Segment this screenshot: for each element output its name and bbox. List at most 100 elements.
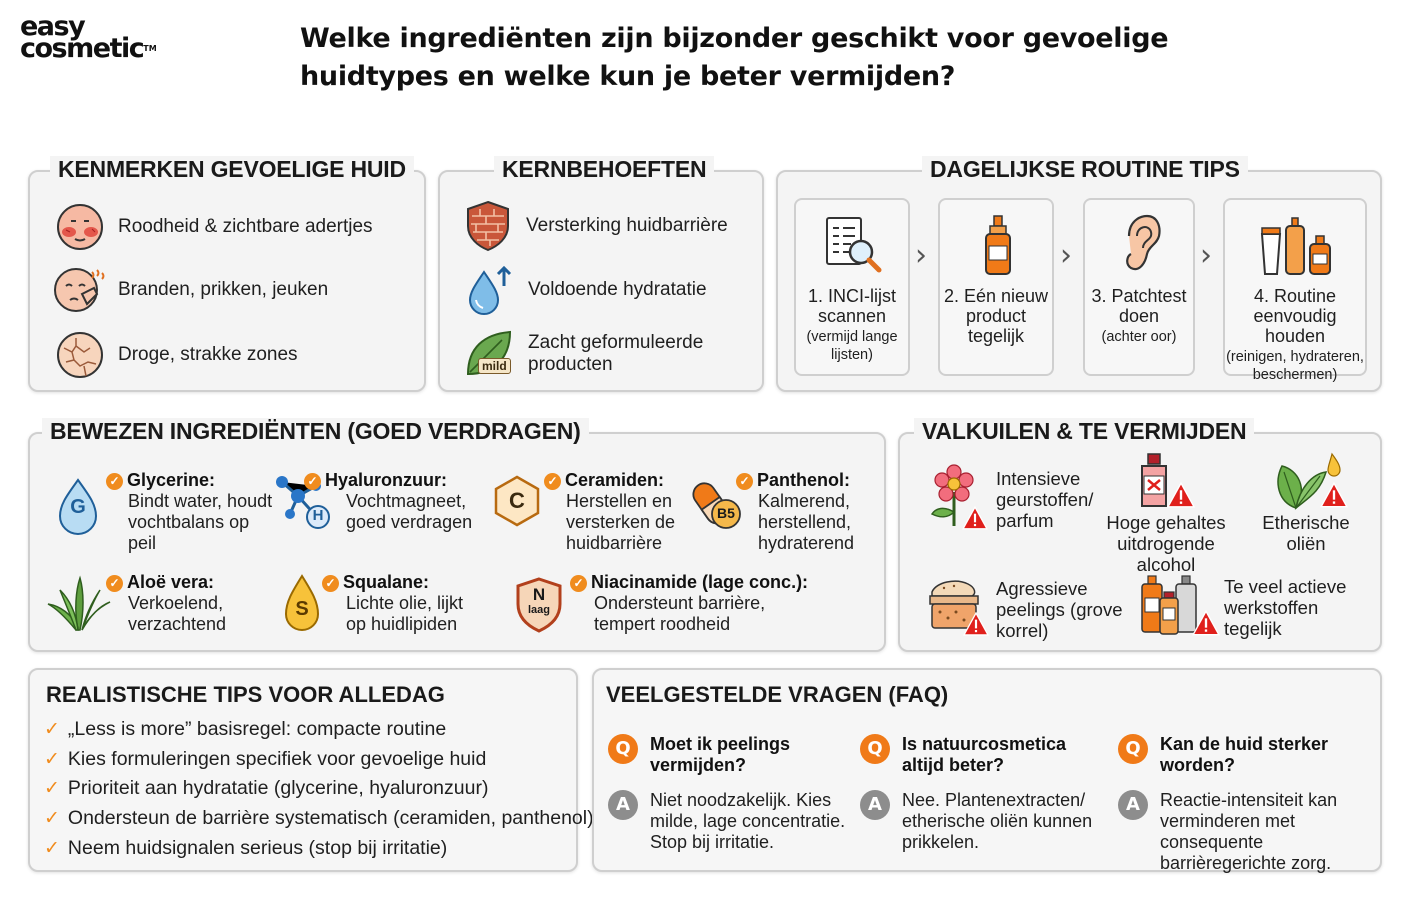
answer-icon: A bbox=[1118, 790, 1148, 820]
kenmerken-label: Branden, prikken, jeuken bbox=[118, 279, 329, 300]
faq-item: Q Is natuurcosmetica altijd beter? A Nee. … bbox=[860, 734, 1106, 853]
chevron-right-icon: › bbox=[1200, 238, 1212, 273]
chevron-right-icon: › bbox=[915, 238, 927, 273]
routine-step-sub: (reinigen, hydrateren, beschermen) bbox=[1226, 349, 1364, 383]
tips-title: REALISTISCHE TIPS VOOR ALLEDAG bbox=[46, 682, 445, 707]
kenmerken-label: Roodheid & zichtbare adertjes bbox=[118, 216, 373, 237]
niacinamide-badge-low: laag bbox=[527, 604, 550, 616]
ingredient-name: Glycerine: bbox=[127, 470, 216, 490]
niacinamide-shield-icon: N laag bbox=[514, 576, 564, 634]
kernbehoeften-title: KERNBEHOEFTEN bbox=[494, 156, 715, 183]
kernbehoeften-item-hydration: Voldoende hydratatie bbox=[464, 264, 707, 316]
routine-step-sub: (vermijd lange lijsten) bbox=[806, 329, 898, 363]
tip-text: Neem huidsignalen serieus (stop bij irri… bbox=[67, 837, 448, 859]
kenmerken-title: KENMERKEN GEVOELIGE HUID bbox=[50, 156, 414, 183]
routine-step-2: 2. Eén nieuw product tegelijk bbox=[938, 198, 1054, 376]
valkuil-label: Agressieve peelings (grove korrel) bbox=[996, 578, 1123, 641]
kernbehoeften-label: Versterking huidbarrière bbox=[526, 215, 728, 236]
question-icon: Q bbox=[608, 734, 638, 764]
chevron-right-icon: › bbox=[1060, 238, 1072, 273]
panthenol-badge: B5 bbox=[717, 505, 735, 521]
routine-step-label: 2. Eén nieuw product tegelijk bbox=[943, 286, 1049, 346]
brick-shield-icon bbox=[467, 200, 509, 252]
check-icon: ✓ bbox=[322, 575, 339, 592]
faq-item: Q Kan de huid sterker worden? A Reactie-in… bbox=[1118, 734, 1378, 874]
tip-item: ✓ Kies formuleringen specifiek voor gevoe… bbox=[44, 748, 486, 771]
faq-question: Is natuurcosmetica altijd beter? bbox=[902, 734, 1067, 775]
water-drop-icon bbox=[468, 265, 512, 315]
ceramide-badge: C bbox=[509, 488, 525, 513]
ingredient-name: Panthenol: bbox=[757, 470, 850, 490]
brand-logo: easy cosmeticTM bbox=[20, 13, 190, 62]
bewezen-panel bbox=[28, 432, 886, 652]
ingredient-name: Hyaluronzuur: bbox=[325, 470, 448, 490]
ingredient-desc: Kalmerend, herstellend, hydraterend bbox=[758, 491, 855, 553]
logo-tm: TM bbox=[143, 44, 157, 53]
check-icon: ✓ bbox=[544, 473, 561, 490]
faq-item: Q Moet ik peelings vermijden? A Niet noodz… bbox=[608, 734, 854, 853]
routine-title: DAGELIJKSE ROUTINE TIPS bbox=[922, 156, 1248, 183]
itchy-face-icon bbox=[54, 268, 105, 312]
faq-question: Kan de huid sterker worden? bbox=[1160, 734, 1329, 775]
faq-title: VEELGESTELDE VRAGEN (FAQ) bbox=[606, 682, 949, 707]
check-icon: ✓ bbox=[106, 473, 123, 490]
many-bottles-warning-icon bbox=[1141, 575, 1220, 636]
ingredient-name: Squalane: bbox=[343, 572, 430, 592]
ingredient-name: Niacinamide (lage conc.): bbox=[591, 572, 809, 592]
valkuilen-panel bbox=[898, 432, 1382, 652]
hyaluron-badge: H bbox=[312, 507, 324, 524]
ingredient-desc: Lichte olie, lijkt op huidlipiden bbox=[346, 593, 464, 634]
kernbehoeften-label: Voldoende hydratatie bbox=[528, 279, 707, 300]
leaves-warning-icon bbox=[1277, 452, 1348, 510]
checkmark-icon: ✓ bbox=[44, 718, 60, 740]
checkmark-icon: ✓ bbox=[44, 807, 60, 829]
logo-line2: cosmetic bbox=[20, 33, 145, 64]
checkmark-icon: ✓ bbox=[44, 748, 60, 770]
faq-answer: Reactie-intensiteit kan verminderen met … bbox=[1160, 790, 1338, 873]
tip-item: ✓ „Less is more” basisregel: compacte rou… bbox=[44, 718, 446, 741]
kernbehoeften-label: Zacht geformuleerde producten bbox=[528, 332, 704, 375]
routine-step-label: 4. Routine eenvoudig houden bbox=[1253, 286, 1337, 346]
faq-panel bbox=[592, 668, 1382, 872]
glycerine-drop-icon: G bbox=[56, 476, 100, 536]
routine-step-label: 1. INCI-lijst scannen bbox=[807, 286, 896, 326]
valkuil-label: Etherische oliën bbox=[1262, 512, 1350, 554]
ingredient-name: Ceramiden: bbox=[565, 470, 665, 490]
kenmerken-item-redness: Roodheid & zichtbare adertjes bbox=[54, 202, 373, 252]
tip-text: Kies formuleringen specifiek voor gevoel… bbox=[67, 748, 487, 770]
ingredient-desc: Bindt water, houdt vochtbalans op peil bbox=[128, 491, 273, 553]
tip-text: Prioriteit aan hydratatie (glycerine, hy… bbox=[67, 777, 489, 799]
check-icon: ✓ bbox=[304, 473, 321, 490]
ingredient-desc: Ondersteunt barrière, tempert roodheid bbox=[594, 593, 766, 634]
magnifier-list-icon bbox=[826, 217, 882, 273]
faq-question: Moet ik peelings vermijden? bbox=[650, 734, 791, 775]
kenmerken-item-dry: Droge, strakke zones bbox=[54, 330, 298, 380]
routine-step-3: 3. Patchtest doen (achter oor) bbox=[1083, 198, 1195, 376]
squalane-badge: S bbox=[295, 598, 309, 620]
routine-step-label: 3. Patchtest doen bbox=[1091, 286, 1187, 326]
ingredient-desc: Herstellen en versterken de huidbarrière bbox=[566, 491, 676, 553]
routine-step-sub: (achter oor) bbox=[1101, 329, 1177, 345]
tips-panel bbox=[28, 668, 578, 872]
valkuil-label: Intensieve geurstoffen/ parfum bbox=[996, 468, 1094, 531]
alcohol-bottle-warning-icon bbox=[1141, 453, 1195, 508]
aloe-icon bbox=[47, 575, 111, 632]
routine-step-1: 1. INCI-lijst scannen (vermijd lange lijs… bbox=[794, 198, 910, 376]
ingredient-desc: Vochtmagneet, goed verdragen bbox=[346, 491, 473, 532]
valkuil-label: Te veel actieve werkstoffen tegelijk bbox=[1224, 576, 1347, 639]
checkmark-icon: ✓ bbox=[44, 777, 60, 799]
ingredient-name: Aloë vera: bbox=[127, 572, 215, 592]
flower-warning-icon bbox=[930, 464, 988, 530]
kernbehoeften-item-barrier: Versterking huidbarrière bbox=[464, 200, 728, 252]
routine-step-4: 4. Routine eenvoudig houden (reinigen, hy… bbox=[1223, 198, 1367, 383]
capsule-icon: B5 bbox=[690, 472, 744, 532]
logo-line1: easy bbox=[20, 11, 86, 42]
tip-item: ✓ Prioriteit aan hydratatie (glycerine, h… bbox=[44, 777, 488, 800]
check-icon: ✓ bbox=[106, 575, 123, 592]
bewezen-title: BEWEZEN INGREDIËNTEN (GOED VERDRAGEN) bbox=[42, 418, 589, 445]
cracked-skin-icon bbox=[57, 332, 103, 378]
check-icon: ✓ bbox=[570, 575, 587, 592]
valkuil-label: Hoge gehaltes uitdrogende alcohol bbox=[1106, 512, 1226, 575]
red-face-icon bbox=[57, 204, 103, 250]
tip-item: ✓ Neem huidsignalen serieus (stop bij irr… bbox=[44, 837, 447, 860]
